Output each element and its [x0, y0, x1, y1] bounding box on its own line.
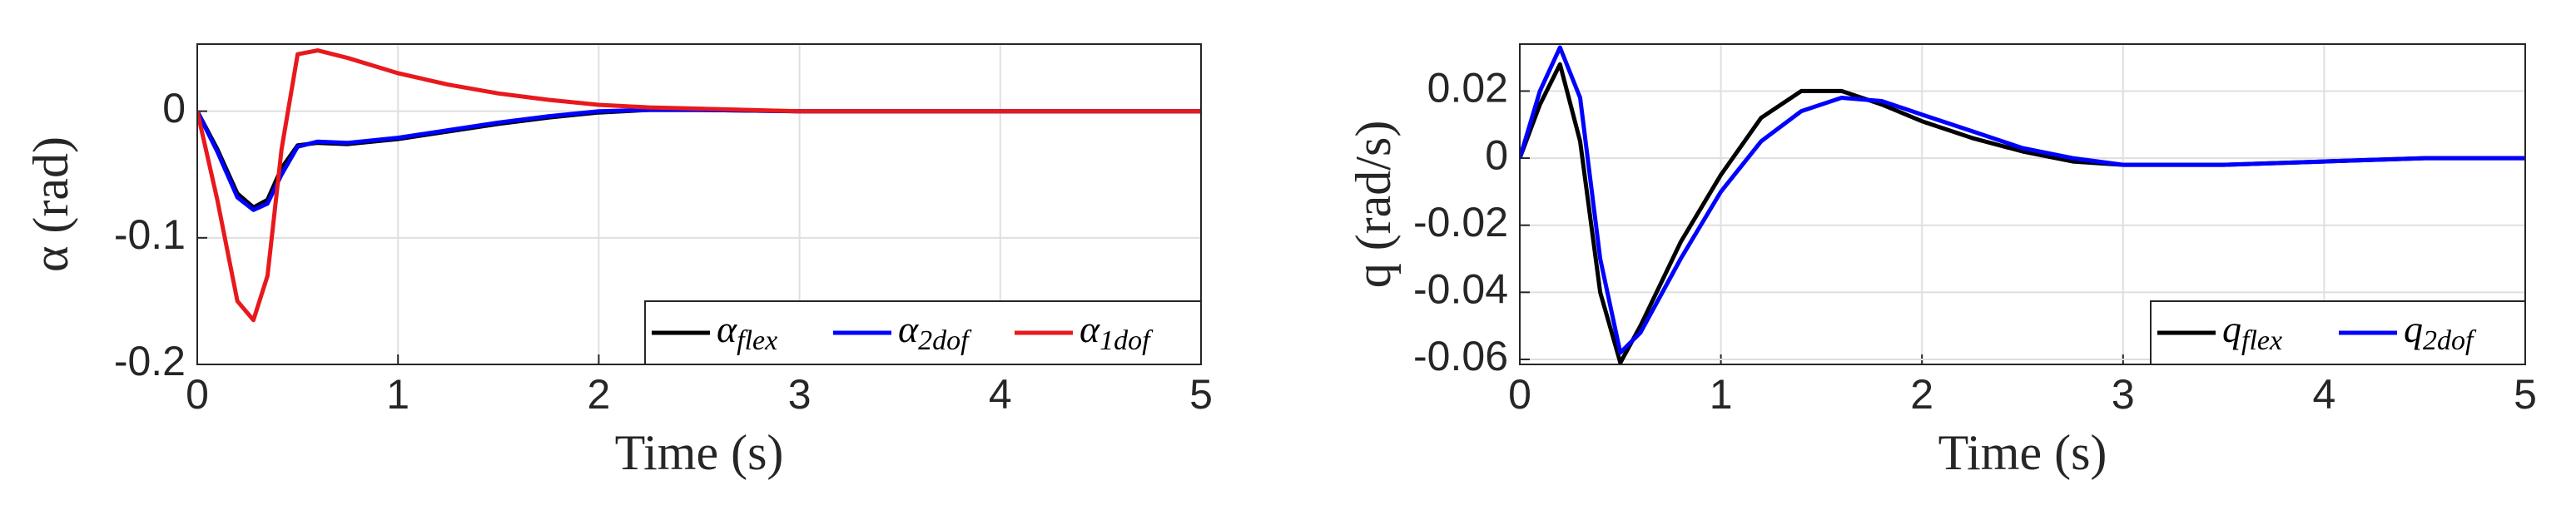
- plot-frame: [1519, 43, 2526, 365]
- legend-symbol: α: [717, 308, 737, 350]
- legend: qflex q2dof: [2150, 300, 2526, 365]
- legend-symbol: α: [1080, 308, 1100, 350]
- x-tick-label: 0: [186, 371, 209, 418]
- x-tick-label: 1: [386, 371, 409, 418]
- x-tick-label: 2: [1910, 371, 1933, 418]
- legend-box: [644, 300, 1202, 365]
- y-tick-label: 0.02: [1427, 65, 1508, 111]
- legend-subscript: 1dof: [1099, 325, 1154, 356]
- x-tick-label: 3: [2112, 371, 2135, 418]
- x-tick-label: 4: [989, 371, 1012, 418]
- y-axis-label: q (rad/s): [1346, 121, 1401, 289]
- x-tick-label: 2: [587, 371, 610, 418]
- legend-label: qflex: [2222, 308, 2282, 356]
- legend-label: α1dof: [1080, 308, 1154, 356]
- y-tick-label: -0.2: [114, 338, 186, 384]
- x-tick-label: 5: [2514, 371, 2537, 418]
- x-tick-label: 3: [788, 371, 812, 418]
- legend-label: αflex: [717, 308, 777, 356]
- y-tick-label: -0.04: [1413, 266, 1508, 313]
- series-line: [197, 48, 1201, 323]
- legend-symbol: q: [2404, 308, 2423, 350]
- series-line: [1520, 45, 2525, 355]
- y-tick-label: -0.1: [114, 211, 186, 258]
- x-tick-label: 0: [1508, 371, 1531, 418]
- x-tick-label: 1: [1710, 371, 1733, 418]
- legend-label: q2dof: [2404, 308, 2477, 356]
- legend-subscript: 2dof: [918, 325, 972, 356]
- y-tick-label: -0.02: [1413, 199, 1508, 245]
- legend-subscript: flex: [737, 325, 777, 356]
- x-tick-label: 5: [1189, 371, 1213, 418]
- legend-label: α2dof: [898, 308, 972, 356]
- legend-subscript: flex: [2241, 325, 2282, 356]
- x-axis-label: Time (s): [615, 425, 784, 480]
- legend: αflex α2dof α1dof: [644, 300, 1202, 365]
- legend-symbol: q: [2222, 308, 2241, 350]
- y-tick-label: -0.06: [1413, 333, 1508, 379]
- x-tick-label: 4: [2312, 371, 2335, 418]
- y-tick-label: 0: [162, 85, 186, 131]
- x-axis-label: Time (s): [1938, 425, 2107, 480]
- legend-symbol: α: [898, 308, 919, 350]
- y-axis-label: α (rad): [23, 136, 78, 272]
- y-tick-label: 0: [1485, 131, 1508, 178]
- legend-subscript: 2dof: [2423, 325, 2477, 356]
- chart: 0 1 2 3 4 5 -0.06 -0.04 -0.02 0 0.02 Time (s) q (rad…: [1346, 43, 2537, 480]
